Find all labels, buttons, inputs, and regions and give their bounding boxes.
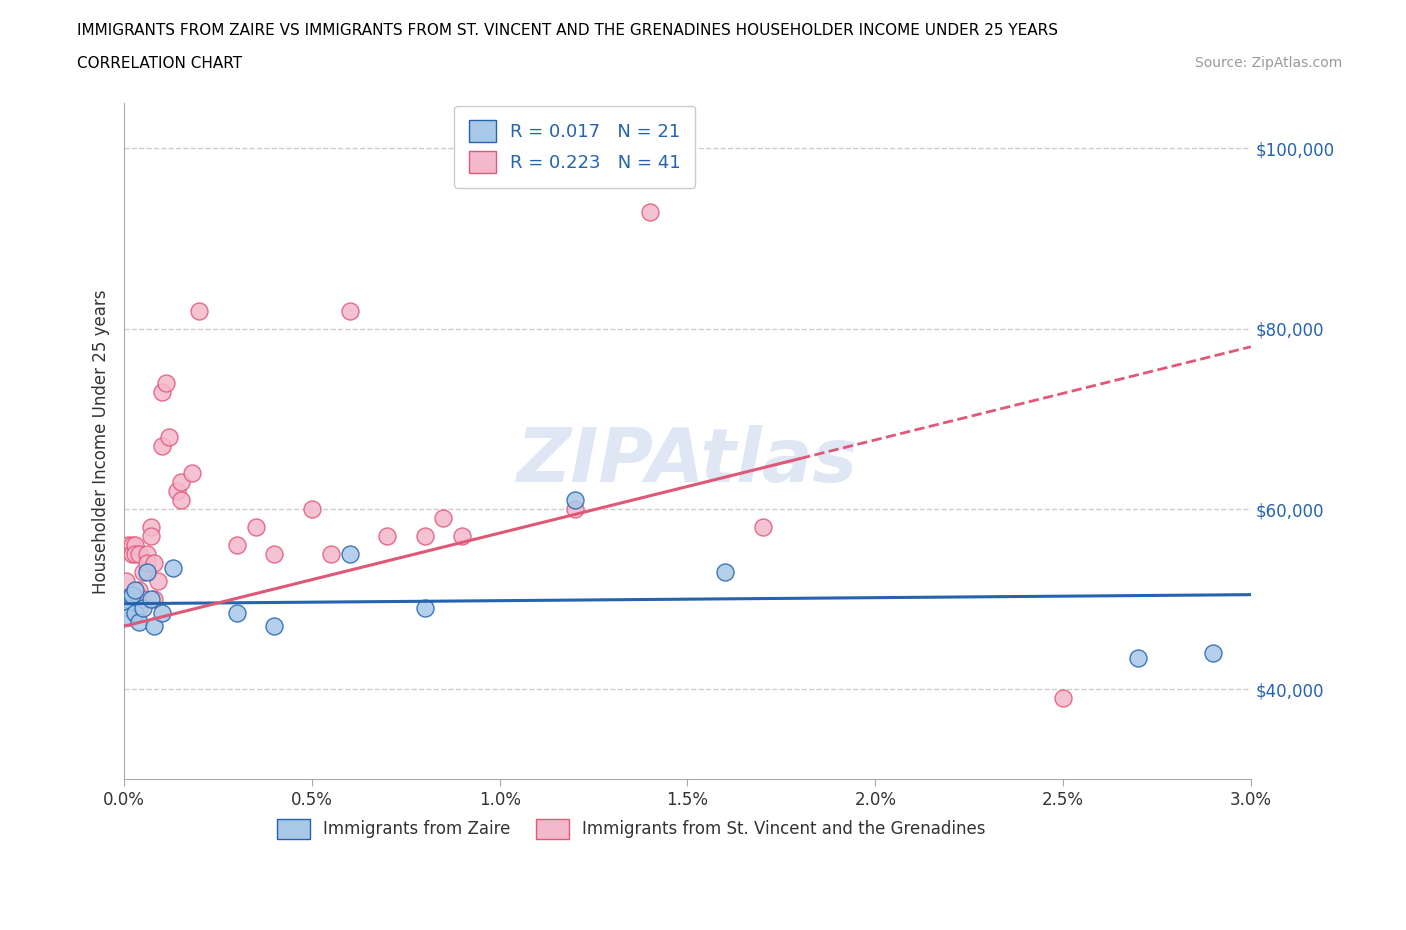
Point (121, 538, 143, 552)
Text: Source: ZipAtlas.com: Source: ZipAtlas.com (1195, 56, 1343, 70)
Point (301, 501, 323, 516)
Point (155, 376, 177, 391)
Point (339, 303, 361, 318)
Point (124, 547, 146, 562)
Point (128, 601, 150, 616)
Point (162, 560, 184, 575)
Point (413, 601, 436, 616)
Point (1202, 645, 1225, 660)
Point (638, 204, 661, 219)
Point (339, 547, 361, 562)
Point (115, 574, 138, 589)
Point (225, 538, 247, 552)
Point (143, 591, 166, 606)
Point (117, 610, 139, 625)
Point (139, 591, 162, 606)
Point (121, 587, 143, 602)
Point (135, 547, 157, 562)
Point (132, 601, 155, 616)
Point (121, 547, 143, 562)
Y-axis label: Householder Income Under 25 years: Householder Income Under 25 years (93, 289, 110, 593)
Point (375, 528, 398, 543)
Text: ZIPAtlas: ZIPAtlas (517, 425, 858, 498)
Point (169, 474, 191, 489)
Point (169, 493, 191, 508)
Point (263, 547, 285, 562)
Point (188, 303, 211, 318)
Point (225, 605, 247, 620)
Point (128, 547, 150, 562)
Point (146, 574, 169, 589)
Point (117, 538, 139, 552)
Point (1126, 650, 1149, 665)
Point (143, 618, 166, 633)
Point (150, 438, 173, 453)
Point (139, 528, 162, 543)
Point (432, 511, 454, 525)
Point (751, 520, 773, 535)
Point (128, 583, 150, 598)
Point (124, 605, 146, 620)
Point (413, 528, 436, 543)
Point (135, 565, 157, 579)
Legend: Immigrants from Zaire, Immigrants from St. Vincent and the Grenadines: Immigrants from Zaire, Immigrants from S… (270, 812, 993, 845)
Point (135, 555, 157, 570)
Point (1052, 691, 1074, 706)
Point (245, 520, 267, 535)
Point (139, 520, 162, 535)
Point (714, 565, 737, 579)
Point (143, 555, 166, 570)
Point (157, 430, 180, 445)
Point (150, 384, 173, 399)
Point (166, 484, 188, 498)
Point (128, 614, 150, 629)
Text: CORRELATION CHART: CORRELATION CHART (77, 56, 242, 71)
Point (117, 601, 139, 616)
Point (564, 501, 586, 516)
Point (117, 591, 139, 606)
Point (132, 565, 155, 579)
Point (180, 466, 202, 481)
Point (150, 605, 173, 620)
Text: IMMIGRANTS FROM ZAIRE VS IMMIGRANTS FROM ST. VINCENT AND THE GRENADINES HOUSEHOL: IMMIGRANTS FROM ZAIRE VS IMMIGRANTS FROM… (77, 23, 1059, 38)
Point (132, 591, 155, 606)
Point (124, 538, 146, 552)
Point (319, 547, 342, 562)
Point (564, 493, 586, 508)
Point (124, 583, 146, 598)
Point (451, 528, 474, 543)
Point (263, 618, 285, 633)
